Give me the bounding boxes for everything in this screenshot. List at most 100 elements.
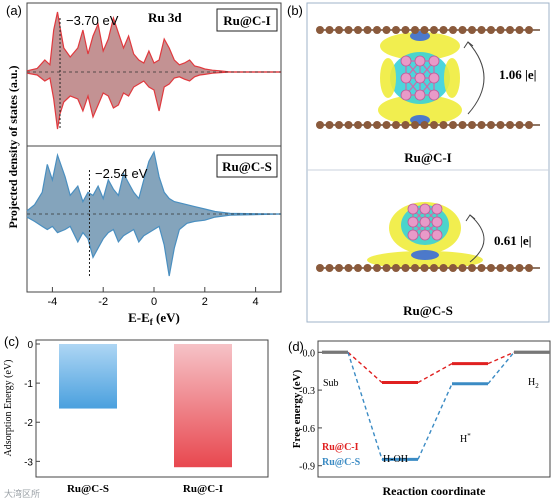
energy-y-tick-label: -0.9: [299, 462, 315, 473]
carbon-atom: [401, 264, 410, 272]
bar-ru-c-s: [59, 344, 117, 409]
carbon-atom: [325, 121, 334, 129]
legend-box-ru-c-i: [216, 8, 278, 32]
energy-frame: [317, 340, 551, 478]
panel-label-c: (c): [4, 334, 19, 349]
panel-d: (d) 0.0 -0.3 -0.6 -0.9 Free energy (eV) Rea…: [288, 339, 551, 498]
ruthenium-atom: [419, 229, 431, 241]
charge-accumulation: [380, 58, 396, 98]
step-label-h-star: H*: [460, 432, 471, 445]
charge-transfer-ru-c-s: 0.61 |e|: [494, 233, 532, 248]
legend-ru-c-s: Ru@C-S: [222, 159, 272, 174]
ruthenium-atom: [400, 89, 412, 101]
carbon-atom: [420, 264, 429, 272]
ruthenium-atom: [414, 89, 426, 101]
energy-x-label: Reaction coordinate: [383, 484, 487, 498]
bar-y-tick-label: -1: [24, 379, 33, 390]
charge-bond-region: [411, 250, 439, 260]
carbon-atom: [363, 264, 372, 272]
carbon-atom: [439, 26, 448, 34]
carbon-atom: [506, 264, 514, 272]
carbon-atom: [525, 121, 533, 129]
charge-transfer-ru-c-i: 1.06 |e|: [499, 67, 537, 82]
carbon-atom: [316, 121, 324, 129]
carbon-atom: [373, 26, 381, 34]
carbon-atom: [487, 121, 495, 129]
charge-accumulation: [378, 95, 462, 125]
carbon-atom: [354, 264, 362, 272]
panel-label-b: (b): [287, 3, 303, 18]
legend-energy-ru-c-s: Ru@C-S: [322, 457, 361, 468]
carbon-atom: [382, 121, 391, 129]
carbon-atom: [468, 26, 476, 34]
energy-y-tick-label: -0.6: [299, 424, 315, 435]
ruthenium-atom: [400, 55, 412, 67]
bar-y-ticks: 0 -1 -2 -3: [24, 340, 40, 468]
carbon-atom: [477, 264, 486, 272]
panel-label-d: (d): [288, 339, 304, 354]
carbon-atom: [392, 121, 400, 129]
bar-y-tick-label: -3: [24, 457, 33, 468]
structure-label-ru-c-s: Ru@C-S: [403, 303, 453, 318]
bar-y-tick-label: 0: [27, 340, 33, 351]
ruthenium-atom: [400, 72, 412, 84]
carbon-atom: [335, 26, 343, 34]
carbon-atom: [354, 26, 362, 34]
ruthenium-atom: [407, 229, 419, 241]
carbon-atom: [335, 121, 343, 129]
carbon-atom: [477, 121, 486, 129]
ruthenium-atom: [428, 89, 440, 101]
step-label-h-oh: H-OH: [383, 454, 408, 465]
carbon-atom: [458, 121, 467, 129]
carbon-atom: [411, 26, 419, 34]
pdos-area-up: [27, 152, 281, 214]
energy-connector-ru-c-s: [487, 351, 515, 385]
carbon-atom: [477, 26, 486, 34]
carbon-atom: [401, 26, 410, 34]
bar-y-label: Adsorption Energy (eV): [3, 359, 14, 456]
carbon-atom: [525, 26, 533, 34]
bar-category-ru-c-s: Ru@C-S: [67, 483, 109, 495]
carbon-atom: [458, 26, 467, 34]
panel-b-frame: [306, 2, 550, 323]
carbon-atom: [496, 264, 505, 272]
carbon-atom: [515, 26, 524, 34]
pdos-x-tick-label: -2: [98, 296, 108, 308]
carbon-atom: [506, 26, 514, 34]
pdos-x-tick-label: 0: [151, 296, 157, 308]
carbon-atom: [392, 26, 400, 34]
energy-y-tick-label: -0.3: [299, 386, 315, 397]
carbon-atom: [401, 121, 410, 129]
carbon-atom: [506, 121, 514, 129]
charge-arrow: [467, 41, 485, 115]
pdos-x-tick-label: 4: [253, 296, 259, 308]
carbon-atom: [468, 264, 476, 272]
ruthenium-atom: [431, 229, 443, 241]
charge-accumulation: [380, 32, 460, 60]
pdos-area-down: [27, 214, 281, 276]
pdos-x-ticks: -4 -2 0 2 4: [48, 287, 259, 308]
charge-arrow: [469, 214, 485, 263]
panel-b: (b) 1.06 |e| 0.61 |e| Ru@C-I Ru@C-S: [287, 2, 550, 323]
ruthenium-atom: [431, 203, 443, 215]
carbon-atom: [411, 121, 419, 129]
carbon-atom: [449, 264, 457, 272]
carbon-atom: [468, 121, 476, 129]
pdos-area-up: [27, 12, 281, 72]
ruthenium-atom: [431, 216, 443, 228]
panel-c: (c) 0 -1 -2 -3 Adsorption Energy (eV) Ru@C-…: [3, 334, 269, 499]
carbon-atom: [487, 26, 495, 34]
carbon-atom: [430, 121, 438, 129]
pdos-frame: [26, 2, 282, 293]
charge-arrow-head: [465, 214, 476, 222]
carbon-atom: [496, 26, 505, 34]
carbon-atom: [496, 121, 505, 129]
carbon-atom: [515, 121, 524, 129]
carbon-atom: [449, 121, 457, 129]
carbon-atom: [420, 26, 429, 34]
ruthenium-atom: [428, 72, 440, 84]
bar-category-ru-c-i: Ru@C-I: [183, 483, 223, 495]
pdos-line-down: [26, 213, 282, 277]
pdos-line-up: [26, 11, 281, 73]
